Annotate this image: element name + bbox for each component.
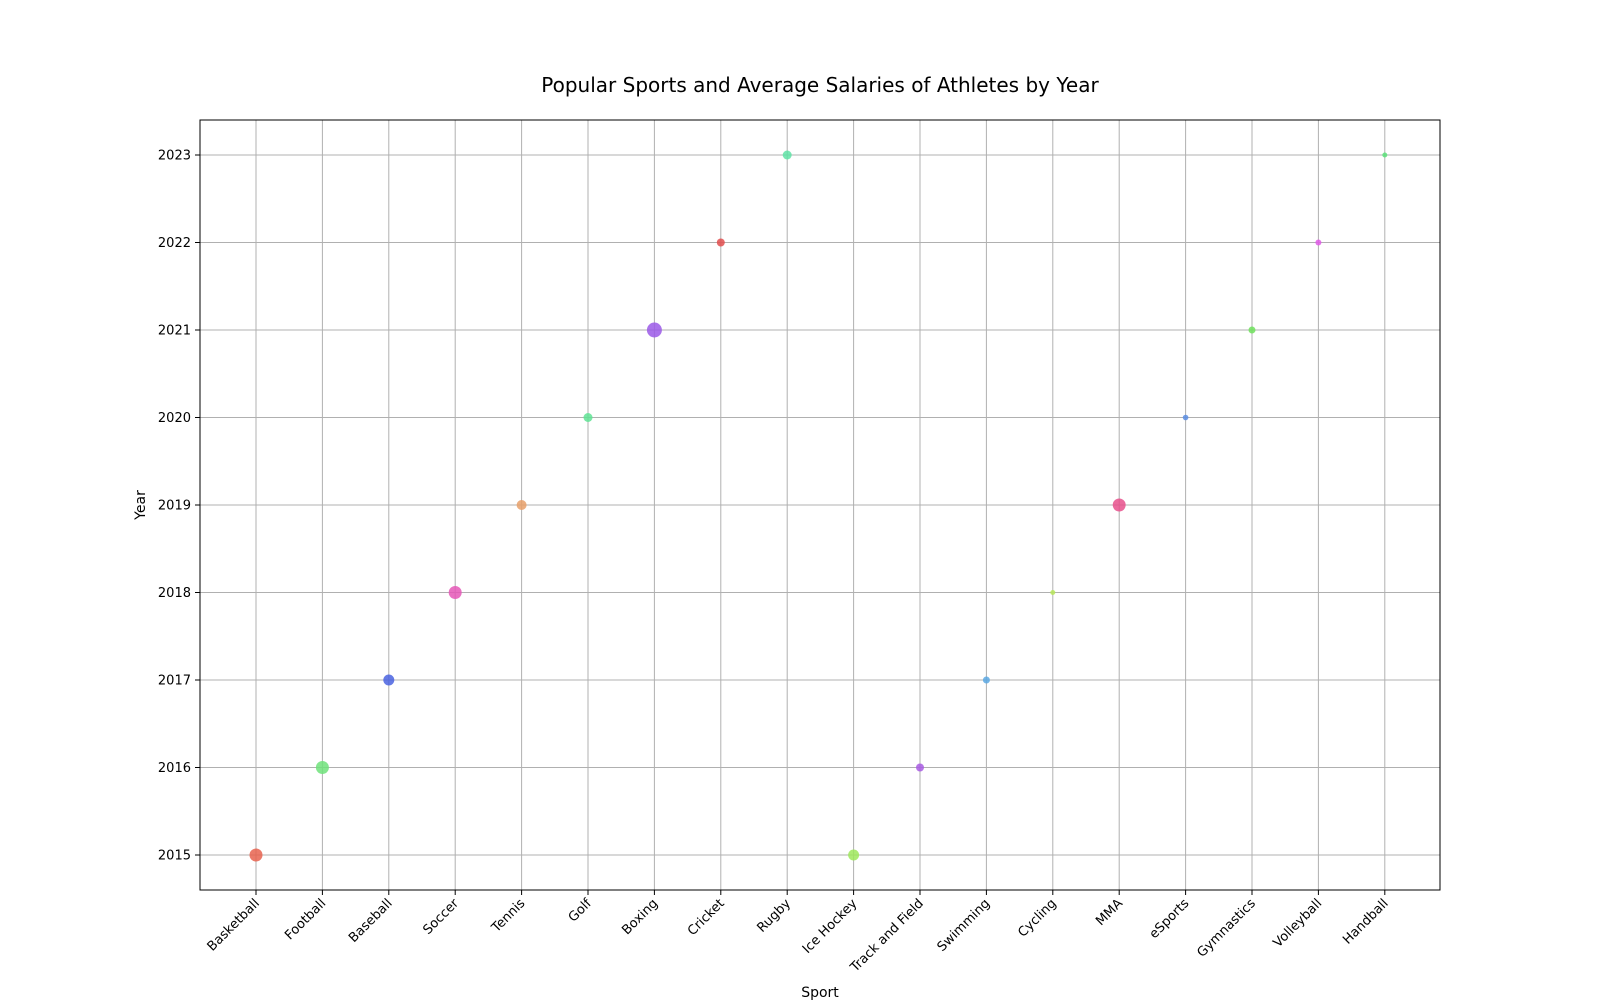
data-point [916,763,924,772]
x-tick-label: Handball [1340,896,1391,947]
data-point [1182,414,1189,421]
data-point [1382,152,1388,158]
points-layer [249,150,1388,862]
y-tick-label: 2019 [158,499,191,514]
y-tick-label: 2017 [158,674,191,689]
x-tick-label: Soccer [420,896,462,938]
data-point [782,150,792,160]
y-tick-label: 2018 [158,586,191,601]
x-tick-label: Ice Hockey [800,896,861,957]
x-axis-title: Sport [801,985,839,1000]
x-tick-label: Volleyball [1271,896,1326,951]
data-point [982,676,990,684]
grid-layer [200,120,1440,890]
y-tick-label: 2022 [158,236,191,251]
x-tick-label: Baseball [346,896,396,946]
data-point [848,849,860,861]
data-point [1315,239,1322,246]
data-point [1050,590,1056,595]
data-point [716,238,725,247]
x-tick-label: Tennis [488,896,528,936]
x-tick-label: MMA [1093,896,1126,929]
x-tick-label: Boxing [619,896,661,938]
y-tick-label: 2023 [158,149,191,164]
x-tick-label: Rugby [755,896,795,936]
x-tick-label: Cycling [1015,896,1059,940]
data-point [1248,326,1256,334]
x-tick-label: Golf [566,896,595,925]
data-point [646,322,662,338]
x-tick-label: eSports [1147,896,1193,942]
y-tick-label: 2016 [158,761,191,776]
y-tick-label: 2021 [158,324,191,339]
data-point [249,848,263,862]
chart-title: Popular Sports and Average Salaries of A… [541,73,1099,97]
data-point [1112,498,1126,512]
data-point [315,761,329,774]
x-tick-label: Gymnastics [1194,896,1259,961]
data-point [583,413,593,422]
ticks-layer: Basketball Football Baseball Soccer Tennis Go… [158,149,1392,976]
x-tick-label: Basketball [205,896,263,954]
y-axis-title: Year [133,490,149,521]
data-point [383,674,395,686]
y-tick-label: 2020 [158,411,191,426]
data-point [448,586,462,599]
x-tick-label: Swimming [935,896,994,955]
data-point [516,500,527,510]
x-tick-label: Cricket [685,896,728,939]
y-tick-label: 2015 [158,849,191,864]
x-tick-label: Football [282,896,329,943]
